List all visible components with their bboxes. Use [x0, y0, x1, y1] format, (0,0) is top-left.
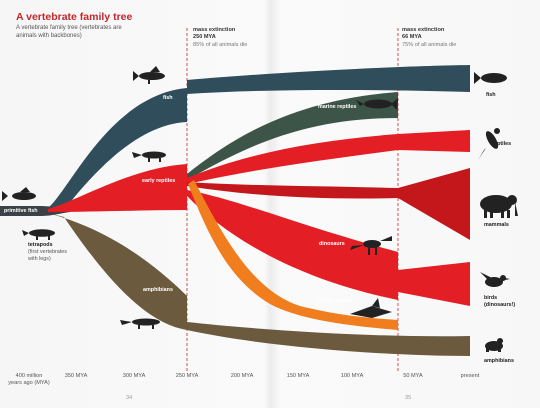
fish-silhouette [474, 72, 507, 84]
ichthyosaur-silhouette [356, 98, 398, 110]
extinction-66-title: mass extinction 66 MYA [402, 27, 445, 40]
flying-reptile-branch [188, 180, 398, 330]
axis-tick-100: 100 MYA [340, 373, 364, 379]
page-number-right: 35 [405, 395, 412, 401]
label-fish-branch: fish [163, 95, 173, 101]
label-early-reptiles: early reptiles [142, 178, 176, 184]
reptile-upper-band [187, 130, 470, 184]
pterosaur-silhouette [350, 298, 392, 318]
axis-tick-250: 250 MYA [175, 373, 199, 379]
present-amphibians: amphibians [484, 358, 514, 364]
newt-silhouette [120, 318, 160, 329]
label-tetrapods-note: (first vertebrates with legs) [28, 249, 67, 262]
present-mammals: mammals [484, 222, 509, 228]
lizard-silhouette [478, 128, 500, 160]
axis-tick-present: present [460, 373, 480, 379]
mammal-band [187, 168, 470, 240]
lobe-fin-fish-silhouette [133, 66, 165, 84]
axis-tick-150: 150 MYA [286, 373, 310, 379]
label-flying-reptiles: flying reptiles [318, 298, 354, 304]
present-birds: birds (dinosaurs!) [484, 295, 516, 308]
elephant-silhouette [480, 195, 518, 218]
tetrapod-silhouette [22, 229, 55, 240]
frog-silhouette [485, 338, 503, 352]
bird-silhouette [480, 272, 510, 287]
extinction-66-note: 75% of all animals die [402, 42, 457, 48]
axis-tick-400: 400 million years ago (MYA) [8, 373, 50, 386]
label-marine-reptiles: marine reptiles [318, 104, 357, 110]
label-primitive-fish: primitive fish [4, 208, 38, 214]
axis-tick-300: 300 MYA [122, 373, 146, 379]
extinction-250-title: mass extinction 250 MYA [193, 27, 236, 40]
label-amphibians-branch: amphibians [143, 287, 173, 293]
page-subtitle: A vertebrate family tree (vertebrates ar… [16, 25, 122, 39]
axis-tick-350: 350 MYA [64, 373, 88, 379]
marine-reptile-branch [187, 92, 398, 180]
dinosaur-branch [187, 190, 398, 300]
early-reptile-silhouette [132, 151, 166, 162]
fish-branch [48, 65, 470, 208]
amphibian-branch [48, 213, 470, 356]
axis-tick-200: 200 MYA [230, 373, 254, 379]
present-reptiles: reptiles [492, 141, 512, 147]
axis-tick-50: 50 MYA [403, 373, 423, 379]
bird-band [398, 262, 470, 306]
page-title: A vertebrate family tree [16, 11, 133, 23]
page-number-left: 34 [126, 395, 133, 401]
primitive-fish-silhouette [2, 187, 36, 201]
dinosaur-silhouette [350, 236, 392, 255]
label-tetrapods: tetrapods [28, 242, 53, 248]
extinction-250-note: 85% of all animals die [193, 42, 248, 48]
early-reptile-branch [48, 164, 187, 212]
present-fish: fish [486, 92, 496, 98]
label-dinosaurs: dinosaurs [319, 241, 345, 247]
